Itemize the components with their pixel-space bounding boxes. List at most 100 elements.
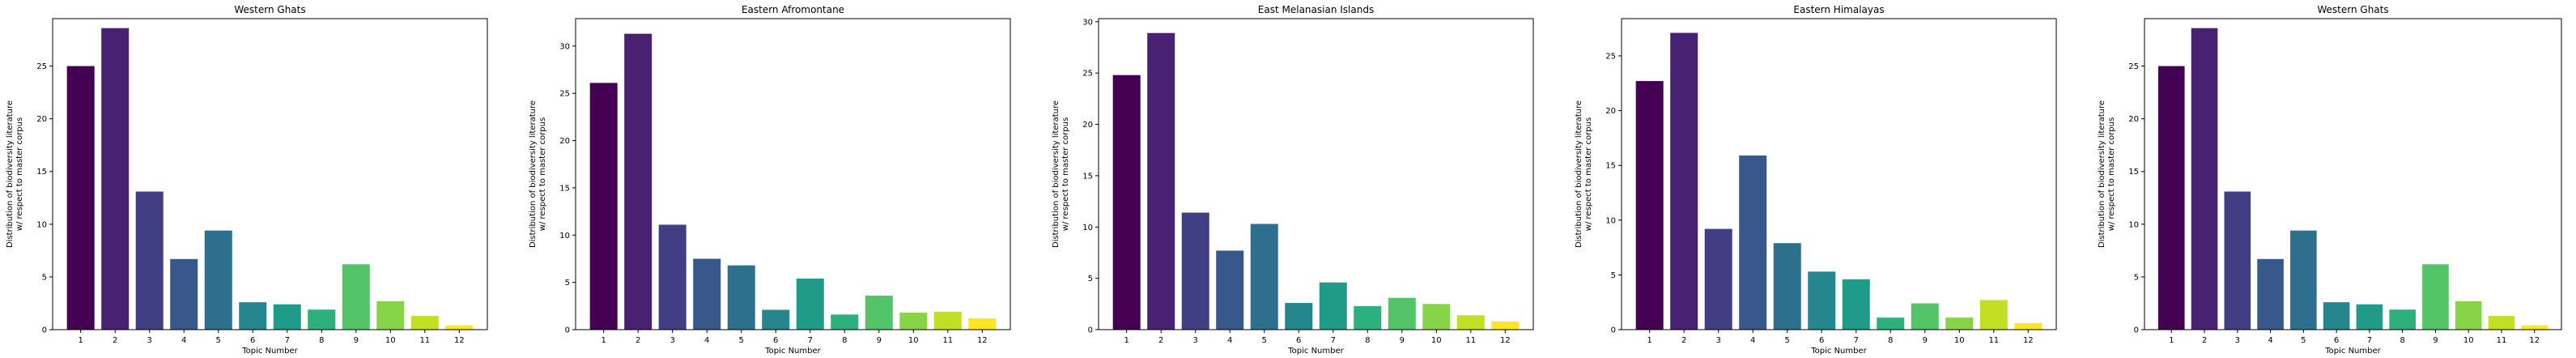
y-tick-label: 25 [2128,62,2139,71]
y-tick-label: 30 [559,42,570,51]
x-tick-label: 12 [1500,336,1511,345]
x-tick-label: 10 [1954,336,1965,345]
y-axis-label: w/ respect to master corpus [1584,117,1593,231]
y-tick-label: 15 [2128,168,2139,177]
y-tick-label: 25 [559,90,570,99]
bar-topic-1 [66,66,95,330]
y-tick-label: 15 [1082,172,1093,181]
bar-topic-9 [865,295,893,330]
bar-topic-2 [101,28,130,330]
x-tick-label: 11 [1465,336,1476,345]
bar-topic-11 [1456,315,1485,330]
axes-frame [2144,18,2562,330]
x-tick-label: 9 [877,336,882,345]
bar-topic-3 [135,191,164,330]
x-tick-label: 9 [1923,336,1928,345]
x-axis-label: Topic Number [241,347,298,356]
bar-topic-6 [2323,302,2350,330]
bar-topic-9 [1388,297,1416,330]
bar-topic-3 [1704,228,1732,330]
bar-topic-4 [1739,156,1767,330]
y-axis-label: Distribution of biodiversity literature [529,100,538,248]
x-tick-label: 5 [1262,336,1267,345]
x-tick-label: 4 [704,336,709,345]
x-tick-label: 5 [2301,336,2306,345]
y-tick-label: 10 [1605,216,1616,225]
y-tick-label: 25 [1082,70,1093,79]
x-tick-label: 8 [2400,336,2404,345]
y-tick-label: 25 [36,62,47,71]
bar-topic-9 [342,264,370,330]
x-tick-label: 11 [2497,336,2507,345]
x-tick-label: 9 [2433,336,2438,345]
y-tick-label: 0 [2134,326,2139,335]
bar-topic-5 [1773,243,1801,330]
x-tick-label: 6 [1296,336,1301,345]
bar-topic-2 [1147,32,1175,330]
x-tick-label: 8 [842,336,847,345]
axes-frame [1098,18,1534,330]
bar-topic-11 [410,316,439,330]
x-tick-label: 12 [2529,336,2540,345]
x-tick-label: 10 [2463,336,2474,345]
bar-topic-4 [170,258,198,330]
axes-frame [1621,18,2057,330]
x-tick-label: 5 [739,336,744,345]
bar-topic-5 [204,230,232,330]
x-tick-label: 10 [385,336,396,345]
bar-topic-4 [693,258,721,330]
x-tick-label: 6 [1819,336,1824,345]
y-tick-label: 15 [1605,162,1616,171]
chart-title: Eastern Himalayas [1793,4,1884,15]
x-tick-label: 2 [1681,336,1686,345]
bar-topic-8 [1354,305,1382,330]
y-axis-label: Distribution of biodiversity literature [6,100,15,248]
bar-topic-4 [2257,258,2284,330]
x-tick-label: 10 [1431,336,1442,345]
x-tick-label: 6 [250,336,255,345]
x-tick-label: 2 [635,336,640,345]
bar-topic-10 [376,300,405,330]
x-tick-label: 4 [1227,336,1232,345]
y-tick-label: 20 [1082,121,1093,130]
bar-topic-6 [1285,303,1313,330]
y-tick-label: 20 [1605,107,1616,116]
y-tick-label: 10 [1082,224,1093,232]
x-tick-label: 7 [285,336,290,345]
y-tick-label: 0 [42,326,47,335]
x-tick-label: 2 [1158,336,1163,345]
x-tick-label: 6 [2334,336,2339,345]
y-tick-label: 15 [559,184,570,193]
x-tick-label: 4 [2268,336,2272,345]
x-tick-label: 1 [1647,336,1651,345]
bar-topic-12 [1491,321,1520,330]
x-tick-label: 8 [319,336,324,345]
bar-topic-2 [2191,28,2218,330]
x-tick-label: 11 [942,336,953,345]
x-tick-label: 11 [419,336,430,345]
bar-topic-8 [308,309,336,330]
bar-topic-5 [727,265,755,330]
x-tick-label: 7 [1331,336,1336,345]
bar-topic-8 [2389,309,2416,330]
bar-topic-12 [445,325,474,330]
x-tick-label: 1 [1124,336,1129,345]
bar-topic-10 [2455,300,2482,330]
y-axis-label: w/ respect to master corpus [2107,117,2116,231]
chart-title: Western Ghats [2317,4,2388,15]
x-tick-label: 4 [1750,336,1755,345]
bar-topic-11 [1979,300,2008,330]
bar-topic-6 [239,302,267,330]
x-tick-label: 7 [1854,336,1859,345]
y-tick-label: 5 [2134,273,2139,282]
bar-topic-2 [1670,32,1698,330]
y-axis-label: Distribution of biodiversity literature [1575,100,1583,248]
chart-title: Western Ghats [234,4,305,15]
bar-topic-7 [1319,282,1347,330]
x-tick-label: 12 [977,336,988,345]
y-tick-label: 5 [42,273,47,282]
